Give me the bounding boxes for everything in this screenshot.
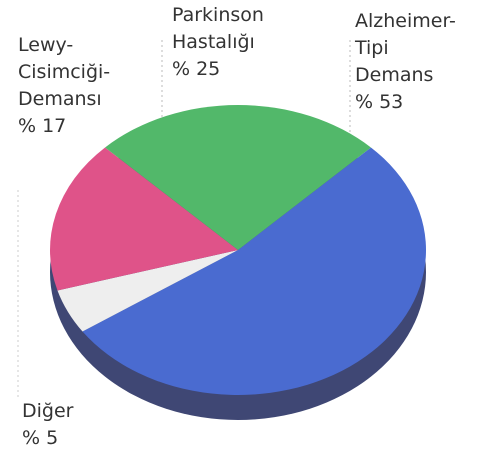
- pie-slice: [82, 147, 426, 395]
- pie-slice: [105, 105, 371, 251]
- value-label: % 17: [18, 115, 67, 137]
- slice-label: Parkinson Hastalığı % 25: [172, 2, 264, 83]
- slice-label: Lewy- Cisimciği- Demansı % 17: [18, 32, 110, 140]
- category-label: Lewy- Cisimciği- Demansı: [18, 34, 111, 110]
- pie-slice: [57, 250, 239, 332]
- value-label: % 53: [355, 91, 404, 113]
- value-label: % 5: [22, 427, 59, 449]
- category-label: Parkinson Hastalığı: [172, 4, 264, 53]
- slice-label: Diğer % 5: [22, 398, 73, 452]
- category-label: Alzheimer- Tipi Demans: [355, 10, 456, 86]
- category-label: Diğer: [22, 400, 74, 422]
- value-label: % 25: [172, 58, 221, 80]
- pie-slice: [49, 147, 238, 291]
- slice-label: Alzheimer- Tipi Demans % 53: [355, 8, 456, 116]
